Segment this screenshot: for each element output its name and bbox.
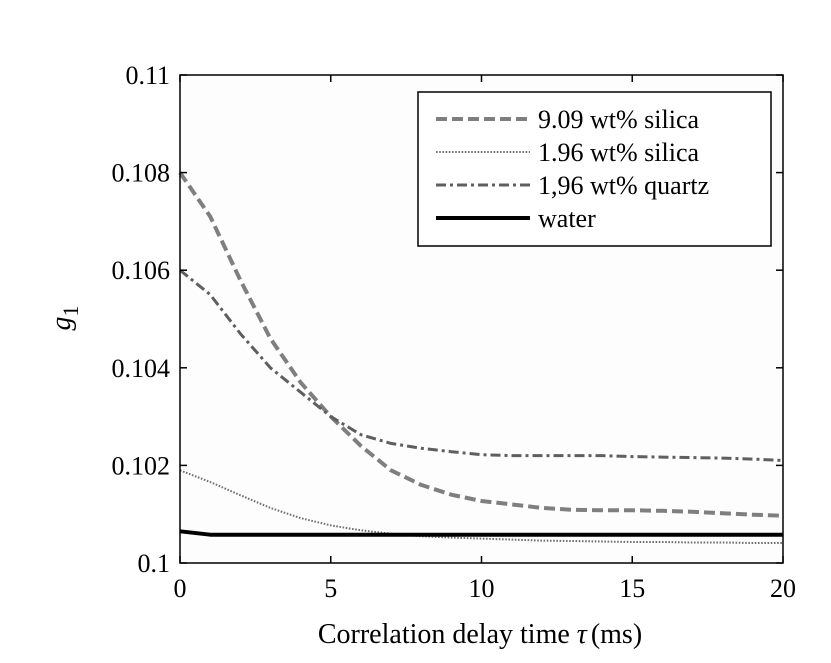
series-line-4	[179, 529, 783, 537]
x-axis-label: Correlation delay time τ (ms)	[318, 619, 642, 650]
x-tick-label: 20	[770, 574, 796, 603]
x-tick-label: 5	[324, 574, 337, 603]
y-tick-label: 0.1	[138, 549, 171, 578]
x-axis-label-text: Correlation delay time	[318, 619, 570, 650]
y-tick-label: 0.108	[112, 159, 171, 188]
y-axis-label-base: g	[46, 317, 77, 331]
series-line-3	[179, 269, 784, 462]
y-axis-label: g1	[46, 306, 83, 331]
legend-label-1: 9.09 wt% silica	[538, 105, 699, 134]
series-line-1	[178, 171, 784, 518]
legend: 9.09 wt% silica 1.96 wt% silica 1,96 wt% q…	[417, 91, 772, 247]
legend-label-3: 1,96 wt% quartz	[538, 171, 709, 200]
series-lines	[178, 171, 784, 544]
x-tick-label: 10	[469, 574, 495, 603]
legend-label-4: water	[538, 204, 596, 233]
axes	[179, 74, 784, 564]
x-tick-label: 15	[619, 574, 645, 603]
legend-label-2: 1.96 wt% silica	[538, 138, 699, 167]
y-tick-label: 0.104	[112, 354, 171, 383]
x-axis-label-unit: (ms)	[591, 619, 642, 650]
y-tick-label: 0.11	[125, 61, 170, 90]
y-tick-label: 0.106	[112, 256, 171, 285]
tick-labels: 0 5 10 15 20 0.1 0.102 0.104 0.106 0.108 0.11	[112, 61, 797, 603]
x-tick-label: 0	[174, 574, 187, 603]
y-tick-label: 0.102	[112, 451, 171, 480]
series-line-2	[179, 469, 783, 544]
y-axis-label-sub: 1	[58, 306, 83, 317]
x-axis-label-symbol: τ	[577, 619, 588, 650]
